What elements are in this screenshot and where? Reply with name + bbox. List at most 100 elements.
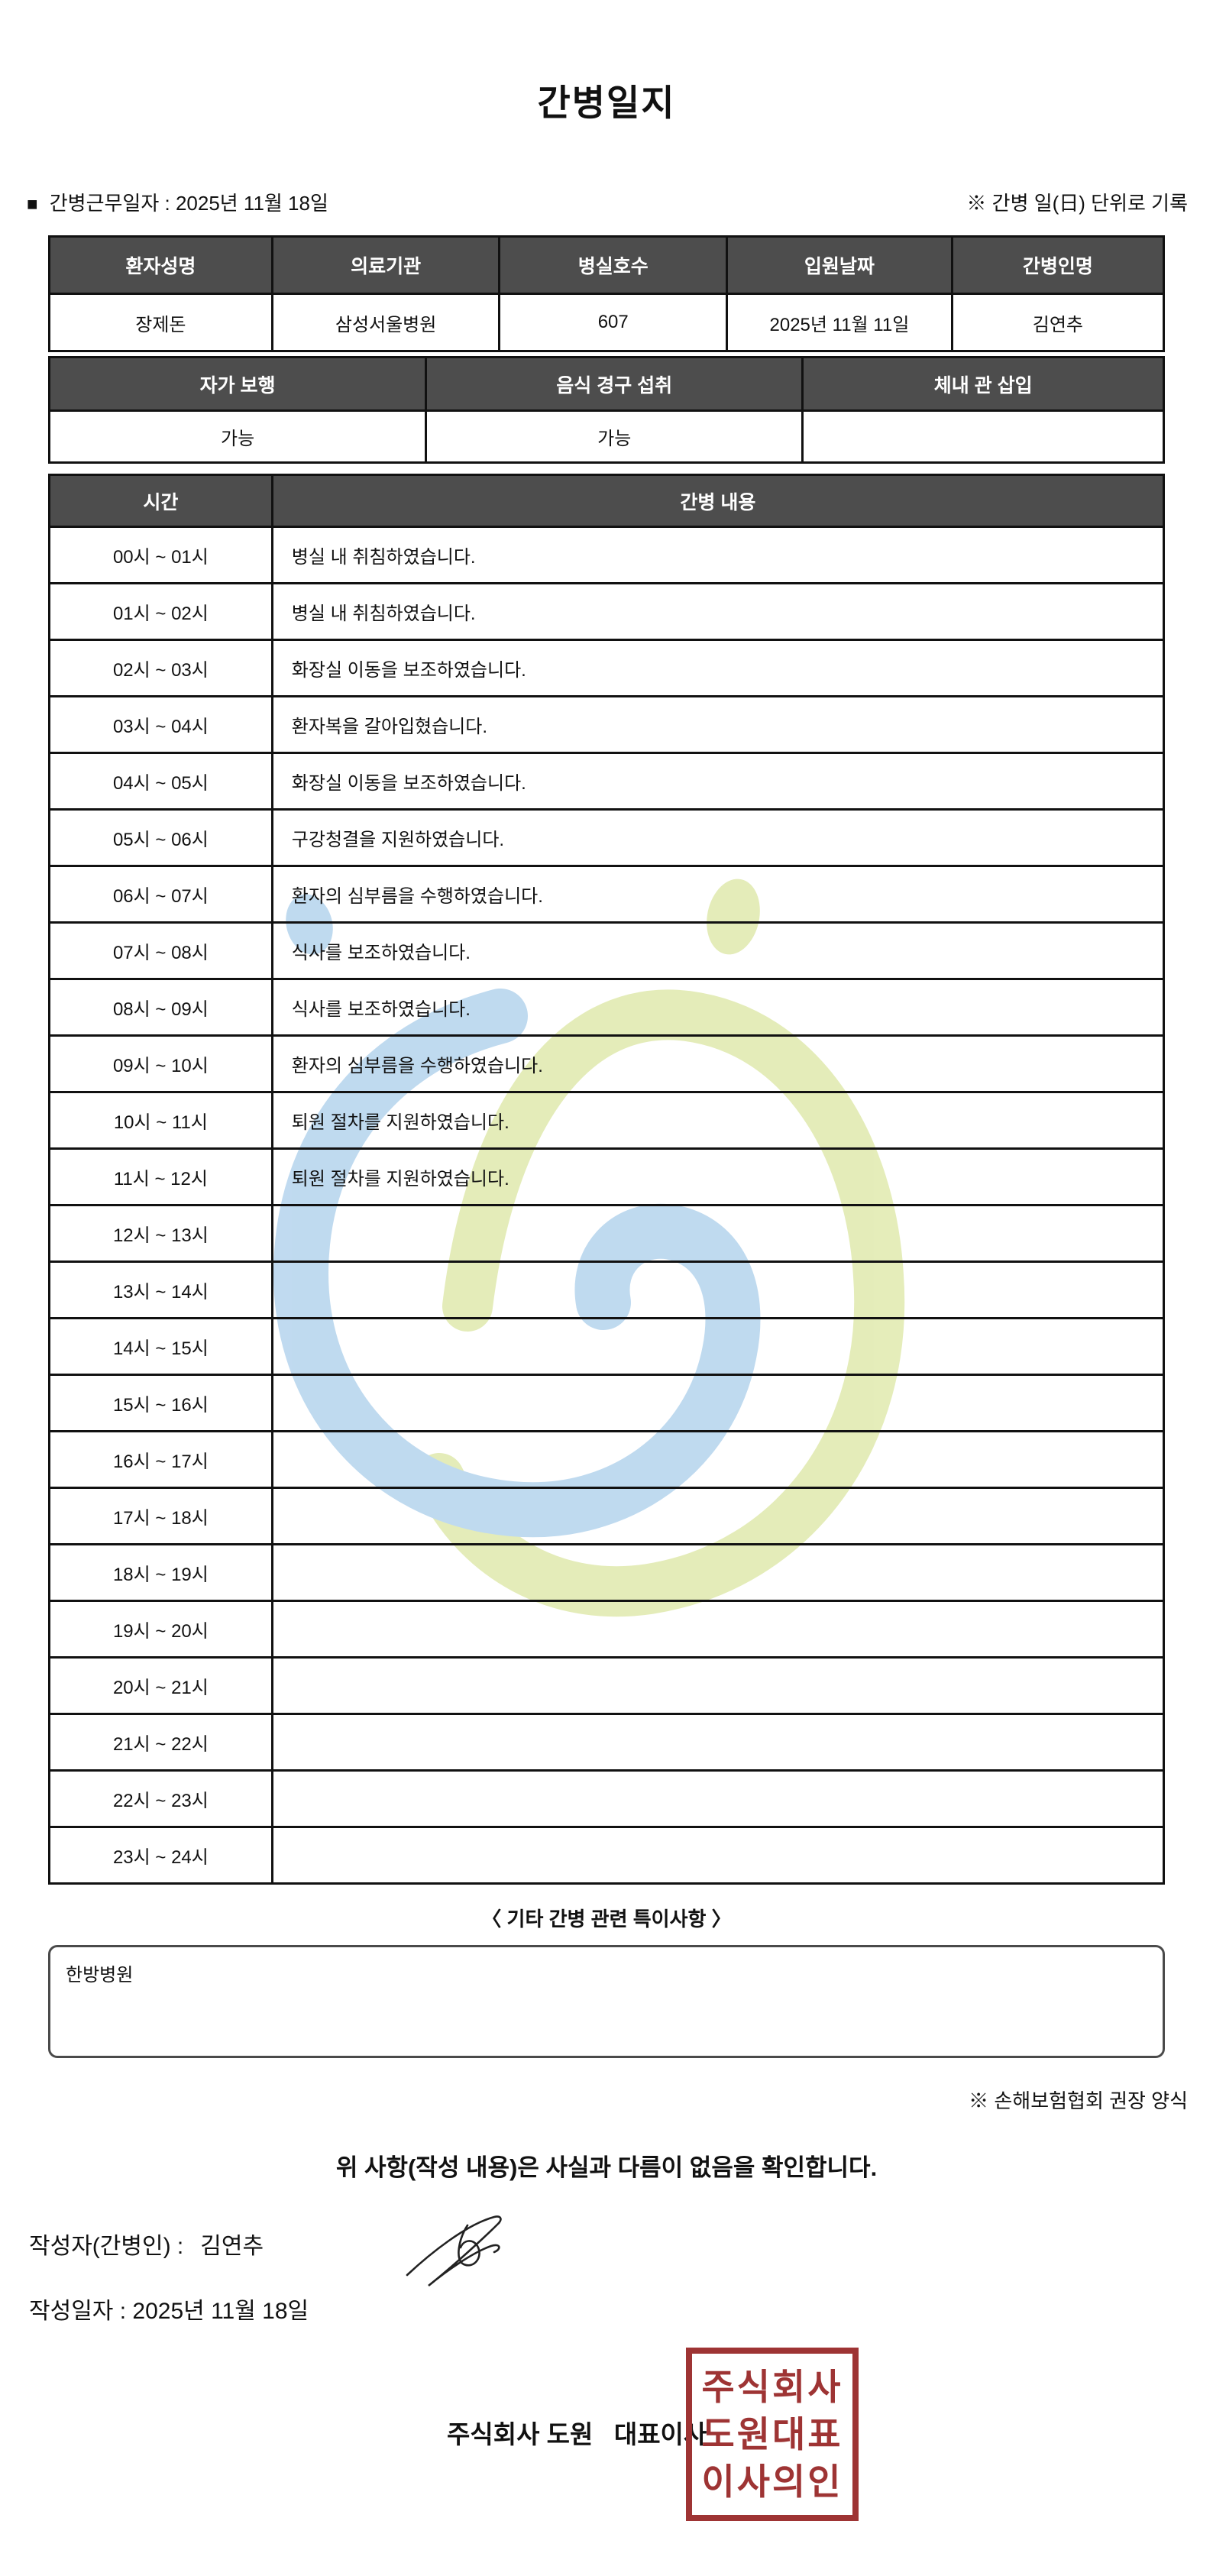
care-row-time: 07시 ~ 08시 xyxy=(48,921,273,980)
care-row-content xyxy=(270,1204,1166,1263)
writer-line: 작성자(간병인) : 김연추 xyxy=(29,2227,264,2260)
seal-line-3: 이사의인 xyxy=(701,2461,843,2502)
care-row-content xyxy=(270,1600,1166,1659)
patient-info-table: 환자성명 의료기관 병실호수 입원날짜 간병인명 장제돈 삼성서울병원 607 … xyxy=(48,235,1166,352)
care-row-content xyxy=(270,1769,1166,1828)
care-row-content: 환자의 심부름을 수행하였습니다. xyxy=(270,865,1166,924)
value-room-number: 607 xyxy=(498,293,729,352)
care-row-content: 환자복을 갈아입혔습니다. xyxy=(270,695,1166,754)
care-row-time: 14시 ~ 15시 xyxy=(48,1317,273,1376)
care-row-content xyxy=(270,1826,1166,1885)
care-row-time: 08시 ~ 09시 xyxy=(48,978,273,1037)
value-self-walking: 가능 xyxy=(47,409,428,464)
care-row-content: 화장실 이동을 보조하였습니다. xyxy=(270,752,1166,811)
care-row-content: 병실 내 취침하였습니다. xyxy=(270,582,1166,641)
care-log-row: 20시 ~ 21시 xyxy=(48,1656,1166,1715)
care-row-time: 09시 ~ 10시 xyxy=(48,1034,273,1093)
care-work-date-value: 2025년 11월 18일 xyxy=(175,192,328,215)
value-admission-date: 2025년 11월 11일 xyxy=(726,293,953,352)
care-row-time: 21시 ~ 22시 xyxy=(48,1713,273,1772)
care-row-content xyxy=(270,1656,1166,1715)
written-date-line: 작성일자 : 2025년 11월 18일 xyxy=(29,2292,309,2325)
header-tube-insertion: 체내 관 삽입 xyxy=(801,356,1165,412)
care-log-row: 00시 ~ 01시 병실 내 취침하였습니다. xyxy=(48,526,1166,584)
care-row-content: 식사를 보조하였습니다. xyxy=(270,921,1166,980)
care-log-row: 14시 ~ 15시 xyxy=(48,1317,1166,1376)
value-caregiver-name: 김연추 xyxy=(950,293,1166,352)
care-log-row: 08시 ~ 09시 식사를 보조하였습니다. xyxy=(48,978,1166,1037)
care-row-time: 17시 ~ 18시 xyxy=(48,1487,273,1545)
care-row-time: 18시 ~ 19시 xyxy=(48,1543,273,1602)
caregiver-signature xyxy=(406,2215,502,2287)
value-medical-institution: 삼성서울병원 xyxy=(270,293,501,352)
status-header-row: 자가 보행 음식 경구 섭취 체내 관 삽입 xyxy=(47,356,1165,412)
care-row-time: 22시 ~ 23시 xyxy=(48,1769,273,1828)
care-log-row: 21시 ~ 22시 xyxy=(48,1713,1166,1772)
header-care-content: 간병 내용 xyxy=(270,474,1166,528)
care-row-time: 15시 ~ 16시 xyxy=(48,1374,273,1432)
care-row-time: 00시 ~ 01시 xyxy=(48,526,273,584)
care-log-row: 19시 ~ 20시 xyxy=(48,1600,1166,1659)
care-log-row: 07시 ~ 08시 식사를 보조하였습니다. xyxy=(48,921,1166,980)
care-row-content xyxy=(270,1487,1166,1545)
header-admission-date: 입원날짜 xyxy=(726,235,953,295)
care-row-content: 식사를 보조하였습니다. xyxy=(270,978,1166,1037)
care-row-content: 퇴원 절차를 지원하였습니다. xyxy=(270,1147,1166,1206)
patient-info-header-row: 환자성명 의료기관 병실호수 입원날짜 간병인명 xyxy=(48,235,1166,295)
header-room-number: 병실호수 xyxy=(498,235,729,295)
written-date-label: 작성일자 : xyxy=(29,2299,127,2324)
header-oral-intake: 음식 경구 섭취 xyxy=(425,356,804,412)
care-row-content: 환자의 심부름을 수행하였습니다. xyxy=(270,1034,1166,1093)
value-tube-insertion xyxy=(801,409,1165,464)
care-log-row: 03시 ~ 04시 환자복을 갈아입혔습니다. xyxy=(48,695,1166,754)
care-log-row: 10시 ~ 11시 퇴원 절차를 지원하였습니다. xyxy=(48,1091,1166,1150)
care-row-time: 02시 ~ 03시 xyxy=(48,639,273,697)
company-ceo-line: 주식회사 도원 대표이사 xyxy=(447,2420,707,2448)
value-patient-name: 장제돈 xyxy=(48,293,273,352)
care-row-content: 병실 내 취침하였습니다. xyxy=(270,526,1166,584)
care-row-content: 화장실 이동을 보조하였습니다. xyxy=(270,639,1166,697)
care-log-row: 13시 ~ 14시 xyxy=(48,1260,1166,1319)
seal-line-2: 도원대표 xyxy=(701,2413,843,2455)
value-oral-intake: 가능 xyxy=(425,409,804,464)
care-log-row: 11시 ~ 12시 퇴원 절차를 지원하였습니다. xyxy=(48,1147,1166,1206)
special-notes-caption: 〈 기타 간병 관련 특이사항 〉 xyxy=(481,1908,732,1930)
special-notes-text: 한방병원 xyxy=(66,1965,134,1985)
care-log-row: 18시 ~ 19시 xyxy=(48,1543,1166,1602)
page-title: 간병일지 xyxy=(537,83,676,123)
care-log-row: 15시 ~ 16시 xyxy=(48,1374,1166,1432)
daily-record-note: ※ 간병 일(日) 단위로 기록 xyxy=(966,192,1188,215)
care-row-time: 06시 ~ 07시 xyxy=(48,865,273,924)
care-row-content xyxy=(270,1317,1166,1376)
care-row-content xyxy=(270,1543,1166,1602)
care-log-row: 09시 ~ 10시 환자의 심부름을 수행하였습니다. xyxy=(48,1034,1166,1093)
care-row-time: 04시 ~ 05시 xyxy=(48,752,273,811)
meta-line: ■ 간병근무일자 : 2025년 11월 18일 ※ 간병 일(日) 단위로 기… xyxy=(27,188,1188,216)
writer-name: 김연추 xyxy=(200,2234,264,2259)
care-log-header-row: 시간 간병 내용 xyxy=(48,474,1166,528)
care-row-content: 퇴원 절차를 지원하였습니다. xyxy=(270,1091,1166,1150)
care-row-time: 19시 ~ 20시 xyxy=(48,1600,273,1659)
patient-info-value-row: 장제돈 삼성서울병원 607 2025년 11월 11일 김연추 xyxy=(48,293,1166,352)
header-self-walking: 자가 보행 xyxy=(47,356,428,412)
care-row-time: 03시 ~ 04시 xyxy=(48,695,273,754)
corporate-seal-stamp: 주식회사 도원대표 이사의인 xyxy=(686,2348,859,2521)
care-row-time: 10시 ~ 11시 xyxy=(48,1091,273,1150)
recommended-form-note: ※ 손해보험협회 권장 양식 xyxy=(969,2089,1188,2112)
care-log-table: 시간 간병 내용 00시 ~ 01시 병실 내 취침하였습니다. 01시 ~ 0… xyxy=(48,474,1166,1885)
header-patient-name: 환자성명 xyxy=(48,235,273,295)
care-row-content: 구강청결을 지원하였습니다. xyxy=(270,808,1166,867)
care-work-date: ■ 간병근무일자 : 2025년 11월 18일 xyxy=(27,188,328,216)
care-row-time: 16시 ~ 17시 xyxy=(48,1430,273,1489)
care-log-row: 04시 ~ 05시 화장실 이동을 보조하였습니다. xyxy=(48,752,1166,811)
header-medical-institution: 의료기관 xyxy=(270,235,501,295)
care-log-row: 16시 ~ 17시 xyxy=(48,1430,1166,1489)
care-log-row: 12시 ~ 13시 xyxy=(48,1204,1166,1263)
care-table-body: 00시 ~ 01시 병실 내 취침하였습니다. 01시 ~ 02시 병실 내 취… xyxy=(48,526,1166,1885)
writer-label: 작성자(간병인) : xyxy=(29,2234,184,2259)
care-row-time: 13시 ~ 14시 xyxy=(48,1260,273,1319)
seal-line-1: 주식회사 xyxy=(701,2366,843,2407)
header-caregiver-name: 간병인명 xyxy=(950,235,1166,295)
care-row-content xyxy=(270,1374,1166,1432)
care-row-content xyxy=(270,1430,1166,1489)
